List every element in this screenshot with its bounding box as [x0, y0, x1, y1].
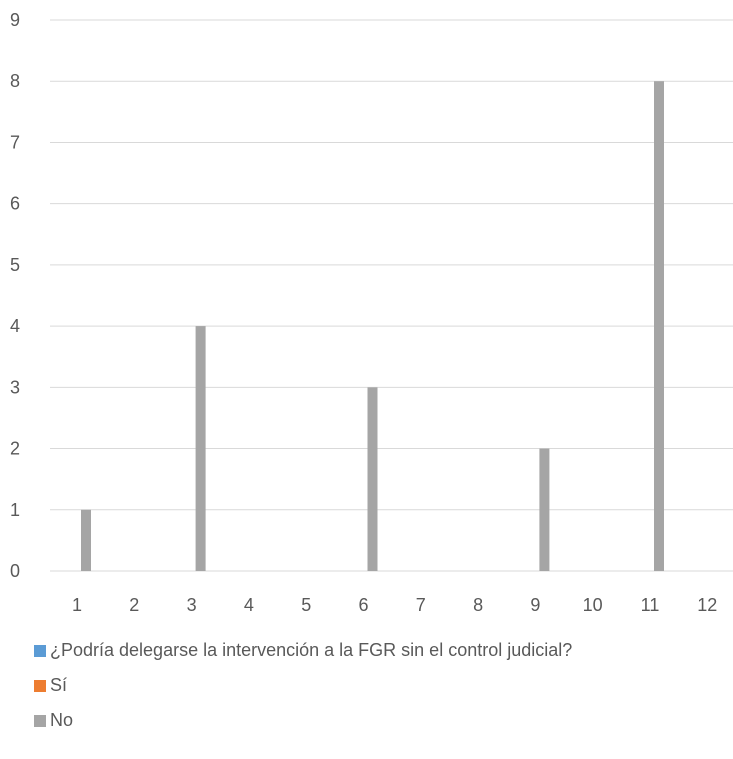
x-tick-label: 7 — [416, 595, 426, 615]
x-tick-label: 3 — [187, 595, 197, 615]
y-tick-label: 3 — [10, 377, 20, 397]
bar-series2-cat3 — [195, 326, 206, 571]
x-tick-label: 1 — [72, 595, 82, 615]
legend-swatch-no — [34, 714, 46, 727]
bars — [81, 81, 664, 571]
legend-swatch-question — [34, 644, 46, 657]
x-tick-label: 8 — [473, 595, 483, 615]
y-axis-tick-labels: 0 1 2 3 4 5 6 7 8 9 — [10, 10, 20, 581]
legend-item-no: No — [34, 710, 73, 731]
y-tick-label: 0 — [10, 561, 20, 581]
y-tick-label: 4 — [10, 316, 20, 336]
x-tick-label: 12 — [697, 595, 717, 615]
legend-item-question: ¿Podría delegarse la intervención a la F… — [34, 640, 572, 661]
bar-series2-cat9 — [539, 448, 550, 571]
bar-series2-cat6 — [367, 387, 378, 571]
x-tick-label: 10 — [583, 595, 603, 615]
y-tick-label: 5 — [10, 255, 20, 275]
y-tick-label: 7 — [10, 132, 20, 152]
x-tick-label: 9 — [530, 595, 540, 615]
bar-series2-cat1 — [81, 509, 91, 571]
bar-series2-cat11 — [654, 81, 664, 571]
y-tick-label: 9 — [10, 10, 20, 30]
gridlines — [50, 19, 733, 572]
x-tick-label: 5 — [301, 595, 311, 615]
x-tick-label: 4 — [244, 595, 254, 615]
x-tick-label: 2 — [129, 595, 139, 615]
x-tick-label: 6 — [358, 595, 368, 615]
legend-item-si: Sí — [34, 675, 67, 696]
legend-label-si: Sí — [50, 675, 68, 695]
y-tick-label: 1 — [10, 500, 20, 520]
legend-label-no: No — [50, 710, 74, 730]
legend-swatch-si — [34, 679, 46, 692]
y-tick-label: 2 — [10, 439, 20, 459]
y-tick-label: 8 — [10, 71, 20, 91]
x-axis-tick-labels: 1 2 3 4 5 6 7 8 9 10 11 12 — [72, 595, 717, 615]
x-tick-label: 11 — [641, 595, 660, 615]
legend-label-question: ¿Podría delegarse la intervención a la F… — [50, 640, 573, 660]
y-tick-label: 6 — [10, 194, 20, 214]
